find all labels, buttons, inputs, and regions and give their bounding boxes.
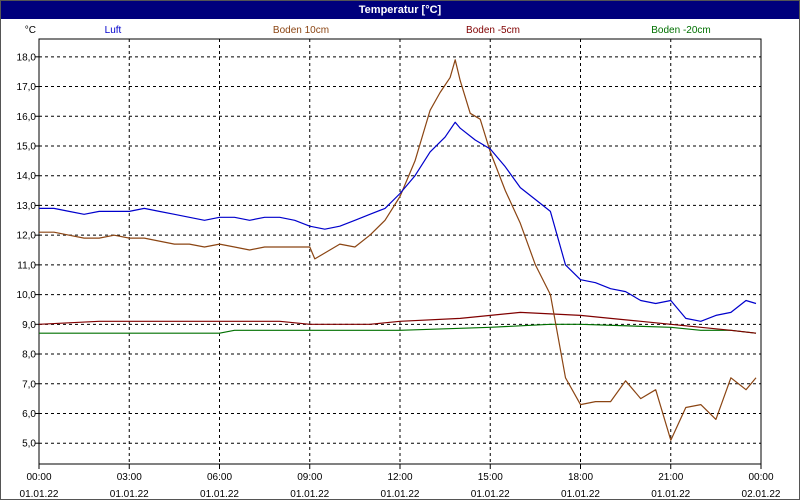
x-tick-time-label: 18:00	[568, 472, 593, 483]
x-tick-time-label: 12:00	[387, 472, 412, 483]
x-tick-time-label: 00:00	[26, 472, 51, 483]
y-tick-label: 8,0	[22, 350, 36, 361]
legend-entry: Boden 10cm	[273, 25, 329, 36]
x-tick-time-label: 15:00	[478, 472, 503, 483]
y-tick-label: 7,0	[22, 379, 36, 390]
x-tick-time-label: 09:00	[297, 472, 322, 483]
x-tick-date-label: 02.01.22	[742, 489, 781, 499]
x-tick-date-label: 01.01.22	[381, 489, 420, 499]
y-tick-label: 15,0	[17, 141, 37, 152]
series-line-boden-20cm	[39, 323, 757, 334]
series-line-luft	[39, 121, 757, 322]
x-tick-date-label: 01.01.22	[561, 489, 600, 499]
chart-title: Temperatur [°C]	[1, 1, 799, 19]
y-tick-label: 6,0	[22, 409, 36, 420]
y-tick-label: 5,0	[22, 439, 36, 450]
series-line-boden-10cm	[39, 59, 757, 441]
temperature-line-chart: 5,0 6,0 7,0 8,0 9,0 10,0 11,0 12,0 13,0 14,0 15,0 1…	[17, 25, 781, 499]
y-tick-label: 11,0	[17, 260, 36, 271]
x-tick-date-label: 01.01.22	[20, 489, 59, 499]
y-tick-label: 18,0	[17, 52, 37, 63]
x-tick-time-label: 06:00	[207, 472, 232, 483]
x-tick-time-label: 00:00	[748, 472, 773, 483]
x-tick-time-label: 21:00	[658, 472, 683, 483]
legend-entry: Luft	[105, 25, 122, 36]
x-tick-date-label: 01.01.22	[110, 489, 149, 499]
y-tick-label: 12,0	[17, 231, 37, 242]
x-tick-time-label: 03:00	[117, 472, 142, 483]
y-tick-label: 17,0	[17, 82, 37, 93]
y-tick-label: 14,0	[17, 171, 37, 182]
y-tick-label: 13,0	[17, 201, 37, 212]
y-tick-label: 16,0	[17, 112, 37, 123]
x-tick-date-label: 01.01.22	[200, 489, 239, 499]
x-tick-date-label: 01.01.22	[651, 489, 690, 499]
x-tick-date-label: 01.01.22	[471, 489, 510, 499]
series-line-boden-5cm	[38, 311, 757, 334]
legend-entry: Boden -5cm	[466, 25, 520, 36]
y-tick-label: 10,0	[17, 290, 37, 301]
x-tick-date-label: 01.01.22	[290, 489, 329, 499]
y-tick-label: 9,0	[22, 320, 36, 331]
legend-entry: Boden -20cm	[651, 25, 710, 36]
y-unit-label: °C	[25, 25, 36, 36]
